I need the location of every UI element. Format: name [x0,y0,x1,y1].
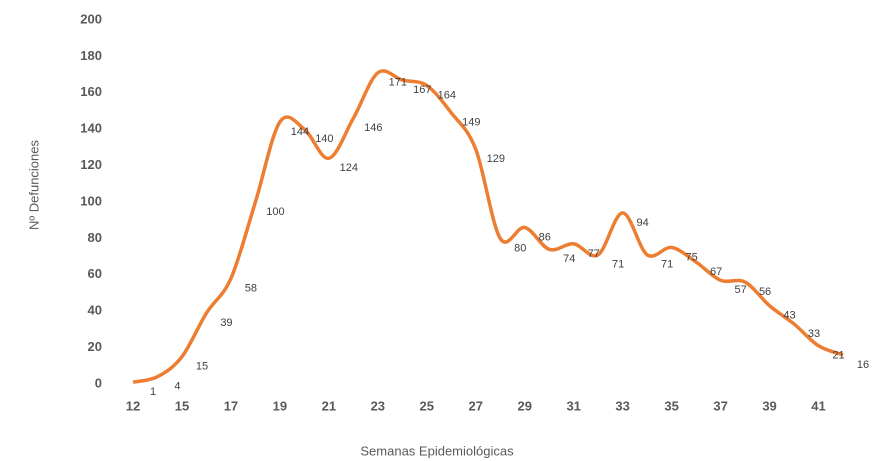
data-label: 86 [539,231,551,243]
data-label: 100 [266,206,284,218]
data-label: 71 [661,259,673,271]
data-label: 167 [413,84,431,96]
x-tick-label: 37 [713,398,727,413]
data-label: 57 [734,284,746,296]
data-label: 124 [340,162,358,174]
data-label: 80 [514,242,526,254]
x-tick-label: 35 [664,398,678,413]
y-tick-label: 40 [88,303,102,318]
data-label: 15 [196,361,208,373]
y-tick-label: 140 [80,121,102,136]
data-label: 71 [612,259,624,271]
data-label: 149 [462,117,480,129]
y-tick-label: 60 [88,266,102,281]
data-label: 16 [857,359,869,371]
y-tick-label: 80 [88,230,102,245]
line [132,69,844,384]
x-tick-label: 12 [126,398,140,413]
data-label: 144 [291,126,309,138]
y-tick-label: 180 [80,48,102,63]
x-tick-label: 29 [517,398,531,413]
data-label: 39 [220,317,232,329]
data-label: 129 [487,153,505,165]
y-tick-label: 200 [80,11,102,26]
data-label: 164 [438,89,456,101]
data-label: 21 [832,350,844,362]
data-label: 56 [759,286,771,298]
data-label: 146 [364,122,382,134]
data-label: 4 [174,381,180,393]
x-tick-label: 31 [566,398,580,413]
data-label: 94 [637,217,649,229]
x-tick-label: 25 [420,398,434,413]
data-label: 171 [389,77,407,89]
data-label: 77 [588,248,600,260]
x-tick-label: 21 [322,398,336,413]
x-tick-label: 17 [224,398,238,413]
y-tick-label: 20 [88,339,102,354]
data-label: 58 [245,282,257,294]
y-tick-label: 120 [80,157,102,172]
y-axis-title: Nº Defunciones [26,139,41,230]
x-tick-label: 33 [615,398,629,413]
data-label: 33 [808,328,820,340]
data-label: 74 [563,253,575,265]
data-label: 43 [783,310,795,322]
y-tick-label: 100 [80,193,102,208]
data-label: 1 [150,386,156,398]
x-tick-label: 41 [811,398,825,413]
x-tick-label: 23 [371,398,385,413]
y-tick-label: 0 [95,375,102,390]
x-tick-label: 15 [175,398,189,413]
data-label: 140 [315,133,333,145]
x-tick-label: 39 [762,398,776,413]
y-tick-label: 160 [80,84,102,99]
data-label: 75 [685,251,697,263]
data-label: 67 [710,266,722,278]
x-tick-label: 19 [273,398,287,413]
x-tick-label: 27 [469,398,483,413]
x-axis-title: Semanas Epidemiológicas [360,443,514,458]
